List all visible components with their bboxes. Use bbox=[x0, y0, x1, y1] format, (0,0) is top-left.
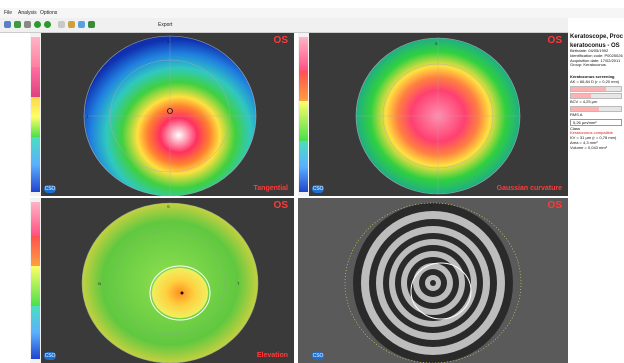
menu-options[interactable]: Options bbox=[40, 10, 58, 16]
save-icon[interactable] bbox=[14, 21, 21, 28]
cso-logo: CSO bbox=[44, 352, 56, 360]
placido-image-panel[interactable]: S OS CSO bbox=[298, 198, 568, 363]
rms-label: RMS A bbox=[570, 111, 583, 117]
tools-icon[interactable] bbox=[88, 21, 95, 28]
map-title: Tangential bbox=[253, 185, 288, 192]
map-icon[interactable] bbox=[78, 21, 85, 28]
exam-title-line2: keratoconus - OS bbox=[570, 42, 620, 49]
acquisition-date: Acquisition date: 17/02/2011 bbox=[570, 57, 621, 63]
export-button[interactable]: Export bbox=[158, 22, 173, 28]
grid-icon[interactable] bbox=[58, 21, 65, 28]
apex-marker bbox=[167, 108, 173, 114]
cso-logo: CSO bbox=[312, 352, 324, 360]
svg-text:N: N bbox=[98, 281, 101, 286]
print-icon[interactable] bbox=[24, 21, 31, 28]
placido-rings: S bbox=[298, 198, 568, 363]
class-label: Class bbox=[570, 125, 581, 131]
bcv-bar-2 bbox=[570, 105, 622, 112]
svg-text:S: S bbox=[430, 203, 433, 208]
ak-value: AK = 66,84 D (r = 0,20 mm) bbox=[570, 79, 620, 85]
open-icon[interactable] bbox=[4, 21, 11, 28]
menu-analysis[interactable]: Analysis bbox=[18, 10, 37, 16]
map-title: Gaussian curvature bbox=[496, 185, 562, 192]
color-scale bbox=[30, 198, 41, 363]
identification-code: Identification code: P0025026 bbox=[570, 52, 623, 58]
tangential-map-panel[interactable]: S T OS Tangential CSO bbox=[30, 33, 294, 196]
elevation-map-panel[interactable]: S N T OS Elevation CSO bbox=[30, 198, 294, 363]
group: Group: Keratoconus bbox=[570, 62, 606, 68]
class-value: Keratoconus compatible bbox=[570, 130, 613, 136]
camera-icon[interactable] bbox=[44, 21, 51, 28]
area-value: Area = 4,3 mm² bbox=[570, 139, 598, 145]
toolbar: Export bbox=[0, 18, 568, 33]
menu-bar: File Analysis Options bbox=[0, 8, 624, 18]
color-scale bbox=[298, 33, 309, 196]
eye-icon[interactable] bbox=[34, 21, 41, 28]
zernike-value: 5,26 µm/mm² bbox=[570, 118, 622, 126]
map-title: Elevation bbox=[256, 352, 288, 359]
cso-logo: CSO bbox=[312, 185, 324, 193]
gaussian-map-panel[interactable]: S OS Gaussian curvature CSO bbox=[298, 33, 568, 196]
svg-text:T: T bbox=[86, 114, 89, 119]
volume-value: Volume = 0,043 mm³ bbox=[570, 144, 608, 150]
menu-file[interactable]: File bbox=[4, 10, 13, 16]
bcv-bar bbox=[570, 92, 622, 99]
screening-title: Keratoconus screening bbox=[570, 74, 615, 80]
svg-text:S: S bbox=[167, 204, 170, 209]
birthdate: Birthdate: 04/05/1992 bbox=[570, 48, 609, 53]
svg-text:S: S bbox=[167, 39, 170, 44]
eye-label: OS bbox=[273, 200, 288, 211]
cso-logo: CSO bbox=[44, 185, 56, 193]
ak-bar bbox=[570, 85, 622, 92]
svg-text:S: S bbox=[435, 41, 438, 46]
exam-title-line1: Keratoscope, Proc bbox=[570, 34, 624, 40]
eye-label: OS bbox=[547, 200, 562, 211]
kv-value: KV = 31 µm (r = 0,78 mm) bbox=[570, 135, 617, 141]
color-scale bbox=[30, 33, 41, 196]
svg-text:T: T bbox=[237, 281, 240, 286]
eye-label: OS bbox=[273, 35, 288, 46]
eye-label: OS bbox=[547, 35, 562, 46]
bcv-value: BCV = 4,25 µm bbox=[570, 98, 598, 104]
patient-info-panel: Keratoscope, Proc keratoconus - OS Birth… bbox=[568, 32, 624, 363]
zoom-icon[interactable] bbox=[68, 21, 75, 28]
